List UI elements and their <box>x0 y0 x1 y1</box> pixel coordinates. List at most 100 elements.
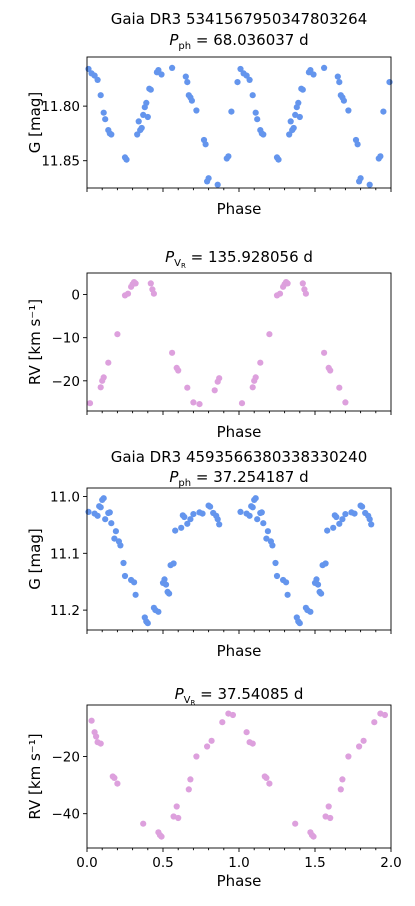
data-point <box>260 520 267 527</box>
data-point <box>144 113 151 121</box>
data-point <box>351 510 358 517</box>
data-point <box>175 814 182 822</box>
period-value: = 68.036037 d <box>191 31 309 49</box>
data-point <box>377 153 384 160</box>
data-point <box>207 503 214 510</box>
data-point <box>219 719 226 726</box>
data-point <box>321 64 328 71</box>
x-axis-label: Phase <box>217 872 262 890</box>
plot-frame <box>86 704 392 849</box>
data-point <box>238 400 246 407</box>
data-point <box>314 581 322 588</box>
data-point <box>97 92 104 99</box>
data-point <box>112 528 119 535</box>
data-point <box>185 786 192 793</box>
data-point <box>307 67 314 74</box>
data-point <box>263 535 270 542</box>
data-point <box>254 516 261 523</box>
data-point <box>313 576 320 583</box>
data-point <box>357 175 364 182</box>
data-point <box>131 579 138 586</box>
data-point <box>155 67 162 74</box>
chart-subtitle: PVR = 135.928056 d <box>165 248 313 270</box>
y-tick-label: −20 <box>52 749 81 765</box>
period-subsubscript: R <box>181 262 186 270</box>
chart-title: Gaia DR3 4593566380338330240 <box>111 448 368 466</box>
plot-frame <box>86 56 392 189</box>
data-point <box>337 786 344 793</box>
data-point <box>302 290 309 297</box>
data-point <box>249 92 256 99</box>
x-tick-label: 0.5 <box>152 855 173 871</box>
data-point <box>184 520 191 527</box>
data-point <box>178 524 185 531</box>
data-point <box>266 780 273 787</box>
chart-panel-3: Gaia DR3 4593566380338330240 Pph = 37.254… <box>26 448 392 660</box>
data-point <box>166 590 173 597</box>
data-point <box>257 359 264 366</box>
x-axis-label: Phase <box>217 200 262 218</box>
data-point <box>380 108 387 115</box>
data-point <box>322 560 329 567</box>
period-value: = 135.928056 d <box>186 248 313 266</box>
data-point <box>187 516 194 523</box>
data-point <box>356 743 363 750</box>
chart-subtitle: Pph = 37.254187 d <box>169 468 308 489</box>
plot-frame <box>86 272 392 412</box>
data-point <box>172 527 179 534</box>
data-point <box>111 535 118 542</box>
data-point <box>342 399 349 406</box>
data-point <box>252 495 259 502</box>
data-point <box>169 64 176 71</box>
data-point <box>283 579 290 586</box>
data-point <box>205 175 212 182</box>
data-point <box>342 510 349 518</box>
data-point <box>339 776 346 783</box>
data-point <box>188 97 195 104</box>
data-point <box>199 510 206 517</box>
data-point <box>114 331 121 338</box>
data-point <box>108 520 115 527</box>
data-point <box>366 516 373 523</box>
chart-panel-1: Gaia DR3 5341567950347803264 Pph = 68.036… <box>26 10 393 218</box>
data-point <box>266 331 273 338</box>
data-point <box>327 814 334 822</box>
data-point <box>170 560 177 567</box>
data-point <box>114 780 121 787</box>
y-tick-label: 11.2 <box>50 603 80 619</box>
data-point <box>249 504 256 511</box>
data-point <box>162 581 170 588</box>
data-point <box>263 774 270 782</box>
data-point <box>124 290 132 297</box>
data-point <box>237 65 244 73</box>
data-point <box>105 359 112 366</box>
data-point <box>94 76 101 83</box>
y-tick-label: −10 <box>52 331 81 347</box>
data-point <box>327 367 334 374</box>
data-point <box>286 131 293 138</box>
data-point <box>284 280 291 287</box>
data-point <box>275 156 282 163</box>
y-tick-label: −40 <box>52 807 81 823</box>
data-point <box>225 153 232 160</box>
data-point <box>85 508 92 515</box>
data-point <box>246 76 253 83</box>
y-tick-label: 11.80 <box>41 99 80 115</box>
data-point <box>339 516 346 523</box>
data-point <box>324 527 331 534</box>
data-point <box>273 572 281 580</box>
data-point <box>204 743 211 750</box>
y-tick-label: −20 <box>52 374 81 390</box>
data-point <box>100 109 107 116</box>
period-value: = 37.54085 d <box>195 685 303 703</box>
data-point <box>173 803 180 810</box>
data-point <box>155 608 162 615</box>
period-symbol: P <box>175 685 185 703</box>
data-point <box>336 384 343 391</box>
data-point <box>144 620 151 627</box>
data-point <box>246 512 253 519</box>
data-point <box>193 107 200 114</box>
data-point <box>243 72 250 79</box>
data-point <box>292 820 299 827</box>
x-tick-label: 1.5 <box>304 855 325 871</box>
